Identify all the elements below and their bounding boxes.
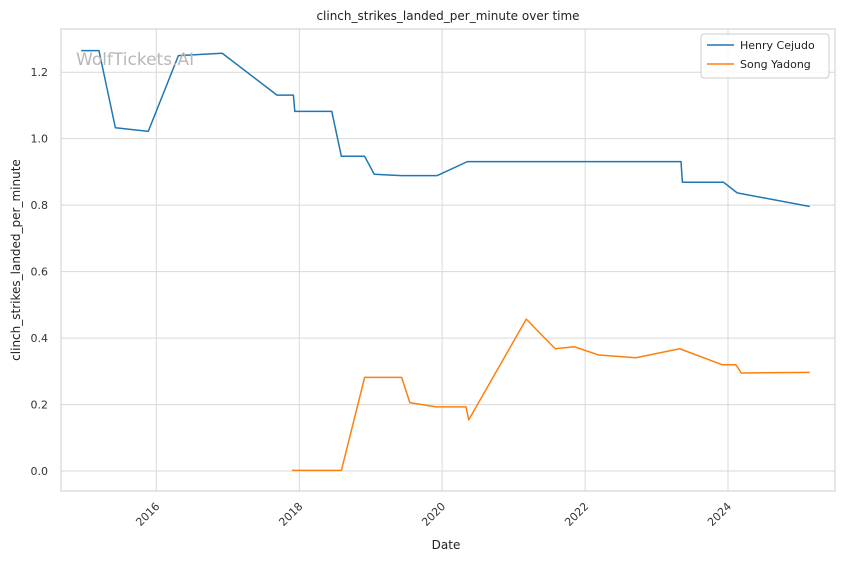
x-axis-title: Date bbox=[432, 538, 461, 552]
y-axis-title: clinch_strikes_landed_per_minute bbox=[9, 159, 23, 361]
y-tick-label: 0.4 bbox=[31, 332, 49, 345]
legend: Henry Cejudo Song Yadong bbox=[700, 33, 830, 79]
y-tick-label: 1.0 bbox=[31, 133, 49, 146]
series-line-0 bbox=[81, 49, 810, 208]
y-tick-label: 1.2 bbox=[31, 66, 49, 79]
legend-label-0: Henry Cejudo bbox=[740, 39, 815, 52]
plot-frame bbox=[60, 28, 836, 492]
y-tick-label: 0.2 bbox=[31, 399, 49, 412]
y-tick-labels: 0.0 0.2 0.4 0.6 0.8 1.0 1.2 bbox=[31, 66, 49, 478]
plot-background bbox=[61, 29, 835, 491]
series-line-1 bbox=[292, 318, 810, 472]
plot-area bbox=[60, 28, 836, 492]
y-tick-label: 0.0 bbox=[31, 465, 49, 478]
watermark: WolfTickets.AI bbox=[76, 50, 194, 70]
chart-title: clinch_strikes_landed_per_minute over ti… bbox=[316, 9, 579, 23]
series-layer bbox=[81, 49, 810, 472]
y-tick-label: 0.8 bbox=[31, 199, 49, 212]
y-tick-label: 0.6 bbox=[31, 266, 49, 279]
legend-items: Henry Cejudo Song Yadong bbox=[707, 39, 815, 71]
grid-layer bbox=[61, 29, 835, 491]
legend-label-1: Song Yadong bbox=[740, 58, 811, 71]
